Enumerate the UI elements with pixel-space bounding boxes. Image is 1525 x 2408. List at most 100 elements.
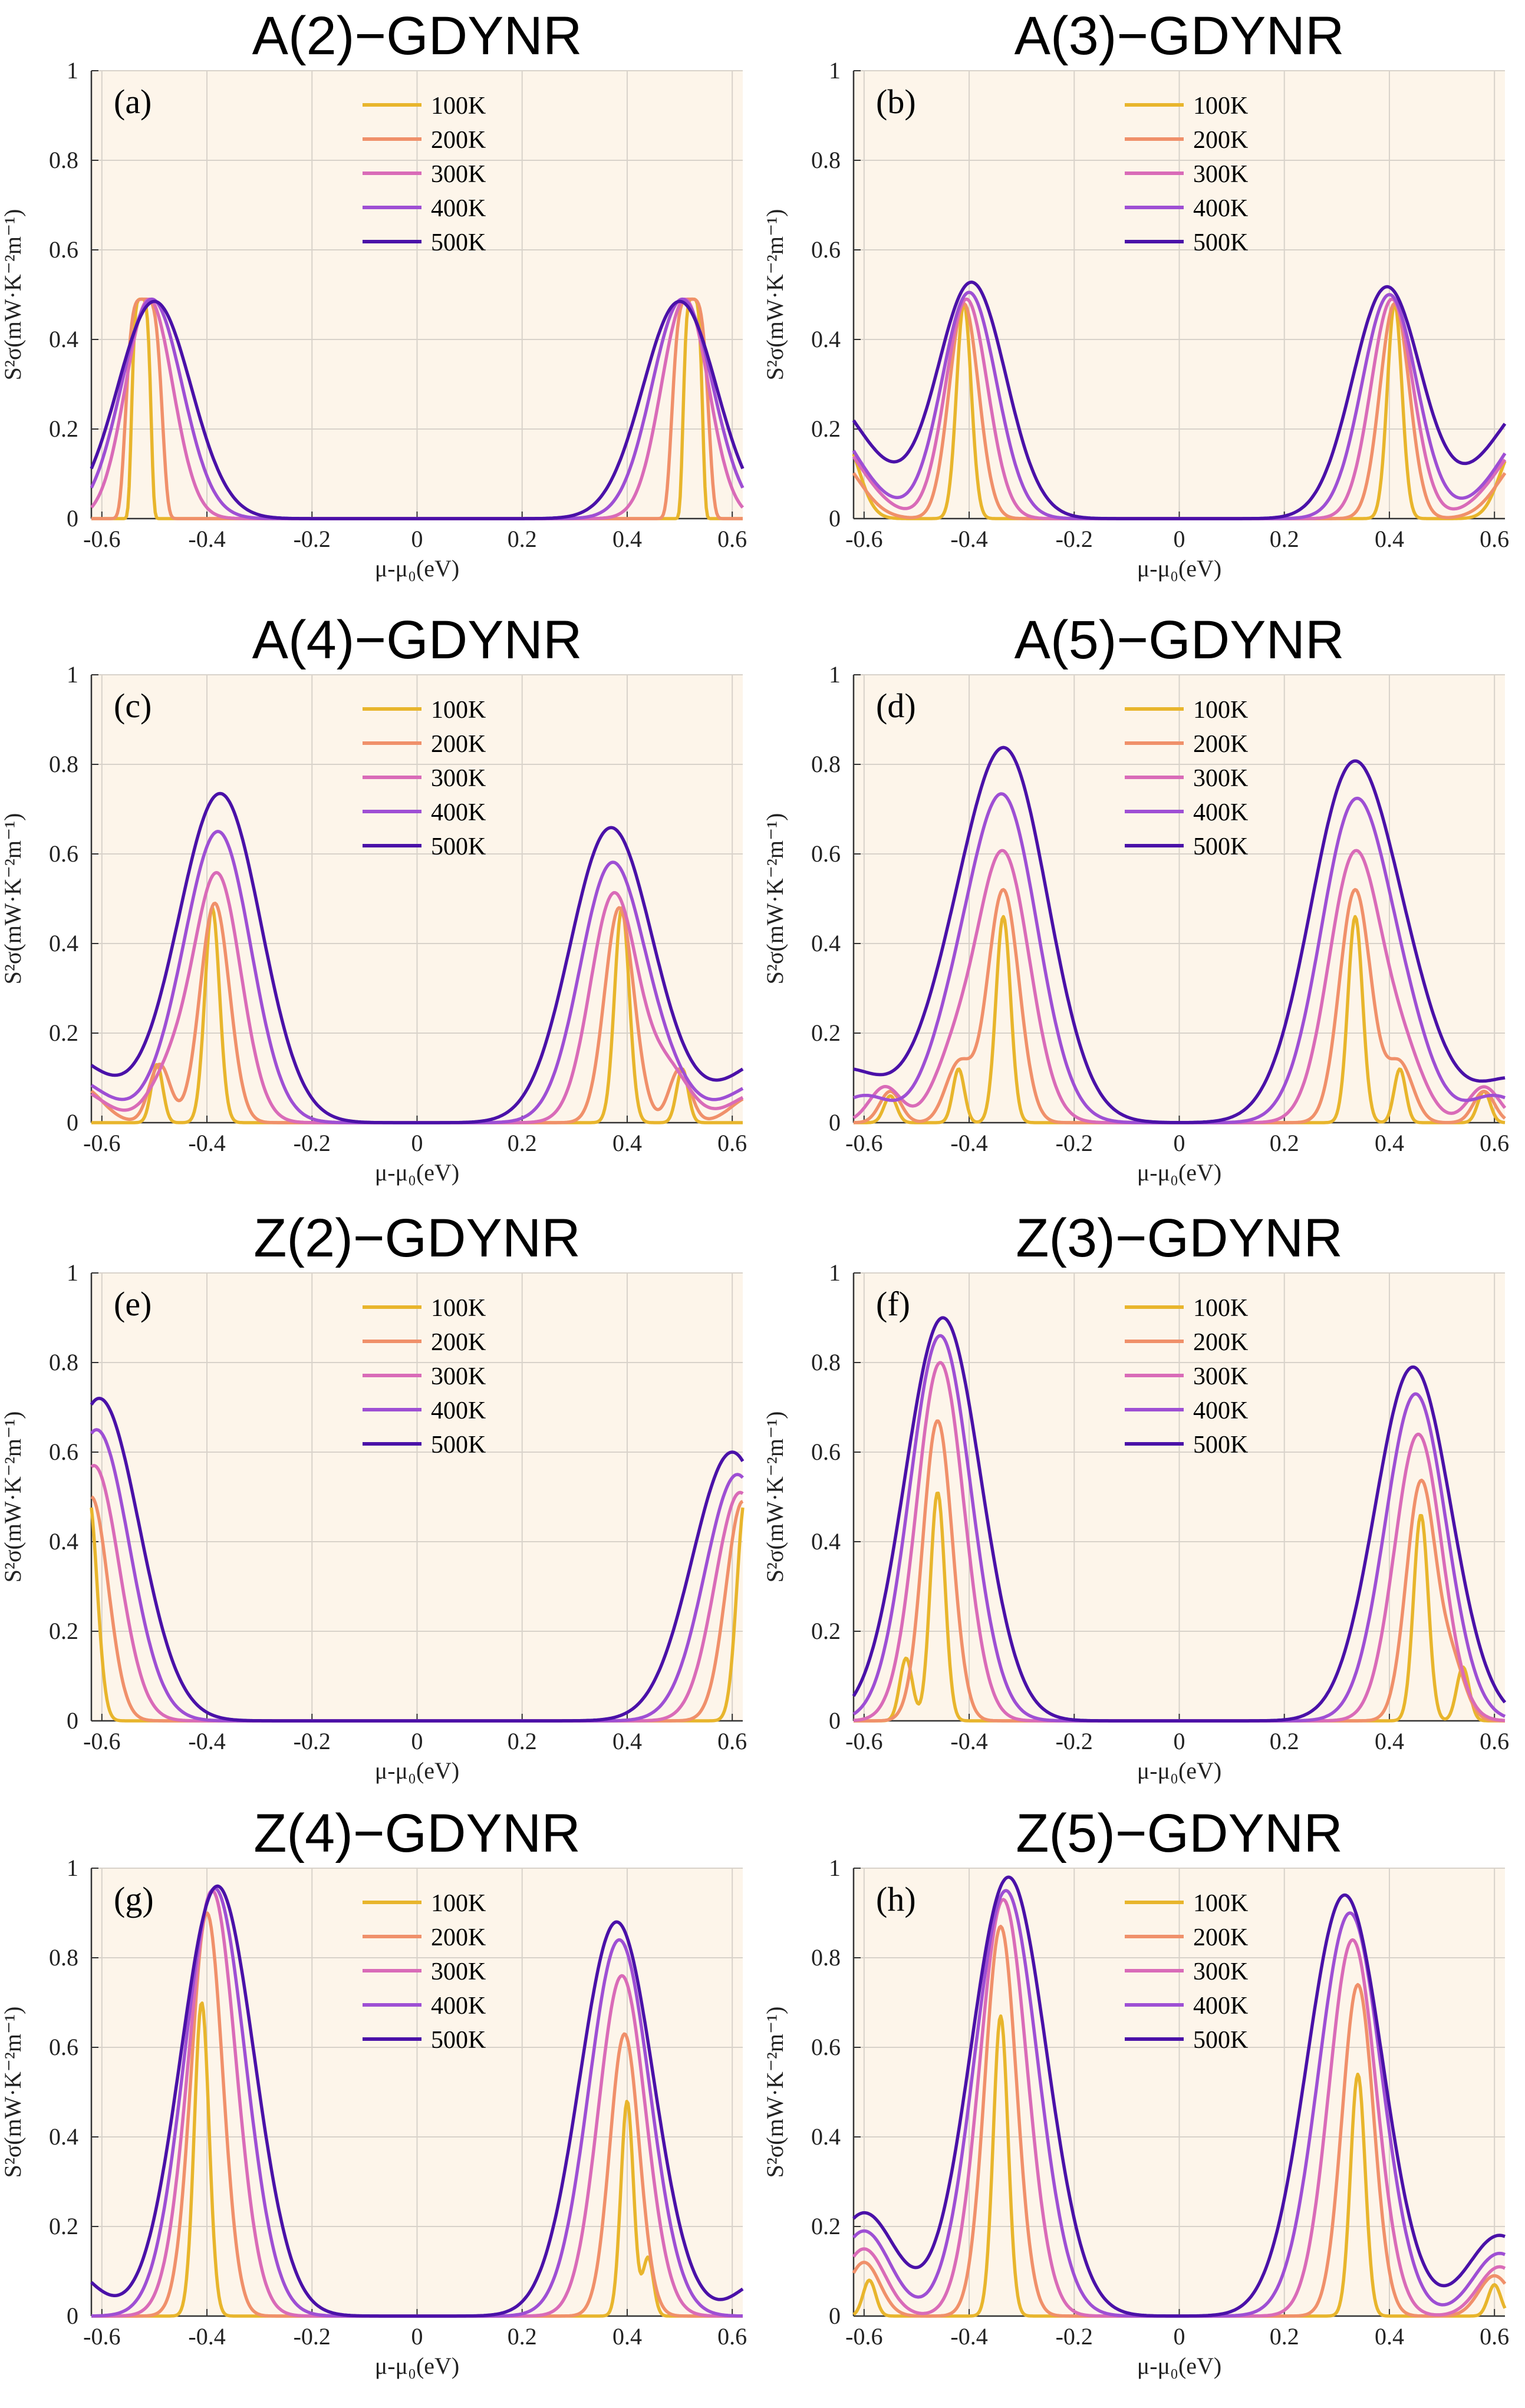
x-tick-label: -0.2 xyxy=(1056,1728,1093,1754)
x-tick-label: -0.6 xyxy=(83,526,120,552)
chart-panel-h: Z(5)−GDYNR -0.6 -0.4 -0.2 0 0.2 0.4 0.6 0 0.2 0.4 0… xyxy=(762,1803,1509,2379)
x-tick-label: -0.2 xyxy=(1056,2323,1093,2350)
legend-label: 100K xyxy=(431,93,486,120)
x-tick-label: 0.4 xyxy=(1375,1130,1404,1156)
y-tick-label: 0 xyxy=(829,1109,841,1136)
legend-label: 100K xyxy=(431,1295,486,1322)
y-axis-label: S²σ(mW·K⁻²m⁻¹) xyxy=(762,209,788,381)
legend-label: 300K xyxy=(1193,1958,1248,1985)
x-tick-label: 0.6 xyxy=(1480,526,1509,552)
x-tick-label: -0.2 xyxy=(294,2323,331,2350)
chart-panel-c: A(4)−GDYNR -0.6 -0.4 -0.2 0 0.2 0.4 0.6 0 0.2 0.4 0… xyxy=(0,610,747,1186)
series-line-500K xyxy=(90,299,745,520)
y-tick-label: 1 xyxy=(829,57,841,84)
x-tick-label: 0.6 xyxy=(717,1728,747,1754)
legend-label: 300K xyxy=(1193,161,1248,188)
y-axis-label: S²σ(mW·K⁻²m⁻¹) xyxy=(0,1411,26,1583)
y-tick-label: 0.4 xyxy=(49,2123,78,2150)
legend-label: 500K xyxy=(1193,833,1248,860)
legend-label: 500K xyxy=(1193,229,1248,256)
y-tick-label: 0.8 xyxy=(811,751,841,777)
series-line-500K xyxy=(90,1397,745,1723)
legend-label: 300K xyxy=(431,161,486,188)
x-tick-label: -0.4 xyxy=(188,1130,225,1156)
legend-label: 200K xyxy=(431,1924,486,1951)
legend-label: 100K xyxy=(1193,1295,1248,1322)
y-axis-label: S²σ(mW·K⁻²m⁻¹) xyxy=(762,2007,788,2178)
x-axis-label: μ-μ₀(eV) xyxy=(1137,1159,1221,1186)
x-tick-label: 0.2 xyxy=(508,526,537,552)
x-tick-label: -0.4 xyxy=(188,526,225,552)
panel-label: (e) xyxy=(114,1285,151,1323)
series-line-500K xyxy=(852,1875,1506,2318)
x-tick-label: 0.2 xyxy=(1270,526,1299,552)
y-tick-label: 1 xyxy=(67,57,78,84)
chart-title: A(5)−GDYNR xyxy=(1015,610,1345,670)
y-tick-label: 0.2 xyxy=(811,1020,841,1046)
x-tick-label: 0.4 xyxy=(612,526,642,552)
chart-panel-e: Z(2)−GDYNR -0.6 -0.4 -0.2 0 0.2 0.4 0.6 0 0.2 0.4 0… xyxy=(0,1208,747,1784)
y-tick-label: 0 xyxy=(829,505,841,532)
chart-title: A(2)−GDYNR xyxy=(252,6,582,66)
x-tick-label: -0.6 xyxy=(83,2323,120,2350)
legend-label: 500K xyxy=(431,2027,486,2054)
legend-label: 200K xyxy=(431,731,486,758)
y-tick-label: 0.8 xyxy=(49,1349,78,1375)
y-tick-label: 0 xyxy=(67,2303,78,2329)
chart-title: A(3)−GDYNR xyxy=(1015,6,1345,66)
y-tick-label: 0.6 xyxy=(811,1439,841,1465)
x-tick-label: 0 xyxy=(411,1130,423,1156)
chart-title: A(4)−GDYNR xyxy=(252,610,582,670)
y-tick-label: 0.6 xyxy=(811,2034,841,2060)
legend-label: 300K xyxy=(1193,1363,1248,1390)
y-tick-label: 0.8 xyxy=(811,1944,841,1971)
legend-label: 500K xyxy=(1193,2027,1248,2054)
x-tick-label: -0.4 xyxy=(950,526,987,552)
y-tick-label: 0.8 xyxy=(49,1944,78,1971)
y-tick-label: 0.2 xyxy=(811,1618,841,1644)
panel-label: (b) xyxy=(876,83,916,121)
legend-label: 500K xyxy=(431,229,486,256)
x-tick-label: 0.4 xyxy=(1375,1728,1404,1754)
legend-label: 400K xyxy=(1193,1397,1248,1424)
panel-label: (g) xyxy=(114,1880,154,1918)
legend-label: 500K xyxy=(431,1431,486,1459)
legend-label: 100K xyxy=(1193,697,1248,724)
x-axis-label: μ-μ₀(eV) xyxy=(375,1757,459,1784)
y-tick-label: 0.4 xyxy=(811,930,841,956)
legend-label: 200K xyxy=(1193,731,1248,758)
chart-panel-g: Z(4)−GDYNR -0.6 -0.4 -0.2 0 0.2 0.4 0.6 0 0.2 0.4 0… xyxy=(0,1803,747,2379)
x-tick-label: -0.4 xyxy=(950,2323,987,2350)
x-tick-label: -0.4 xyxy=(950,1130,987,1156)
y-tick-label: 0 xyxy=(67,505,78,532)
legend-label: 200K xyxy=(1193,1924,1248,1951)
series-line-500K xyxy=(90,791,744,1124)
x-tick-label: 0.4 xyxy=(612,2323,642,2350)
y-tick-label: 0.4 xyxy=(811,326,841,352)
x-tick-label: 0.2 xyxy=(1270,1130,1299,1156)
panel-label: (f) xyxy=(876,1285,910,1323)
panel-label: (h) xyxy=(876,1880,916,1918)
x-tick-label: 0.6 xyxy=(1480,1130,1509,1156)
legend-label: 300K xyxy=(1193,765,1248,792)
legend-label: 500K xyxy=(431,833,486,860)
legend-label: 100K xyxy=(431,697,486,724)
series-line-500K xyxy=(852,1316,1507,1723)
x-tick-label: 0.4 xyxy=(1375,2323,1404,2350)
y-tick-label: 0.4 xyxy=(49,1528,78,1555)
y-tick-label: 0.6 xyxy=(49,840,78,867)
chart-title: Z(4)−GDYNR xyxy=(253,1803,581,1863)
legend-label: 300K xyxy=(431,1958,486,1985)
chart-panel-f: Z(3)−GDYNR -0.6 -0.4 -0.2 0 0.2 0.4 0.6 0 0.2 0.4 0… xyxy=(762,1208,1509,1784)
legend-label: 400K xyxy=(431,195,486,222)
x-tick-label: 0 xyxy=(1174,2323,1185,2350)
x-axis-label: μ-μ₀(eV) xyxy=(1137,1757,1221,1784)
x-axis-label: μ-μ₀(eV) xyxy=(375,555,459,582)
x-tick-label: 0.2 xyxy=(1270,1728,1299,1754)
y-tick-label: 0.4 xyxy=(811,2123,841,2150)
panel-label: (c) xyxy=(114,687,151,725)
x-tick-label: -0.2 xyxy=(1056,1130,1093,1156)
y-tick-label: 0.6 xyxy=(49,1439,78,1465)
series-line-500K xyxy=(852,281,1507,520)
